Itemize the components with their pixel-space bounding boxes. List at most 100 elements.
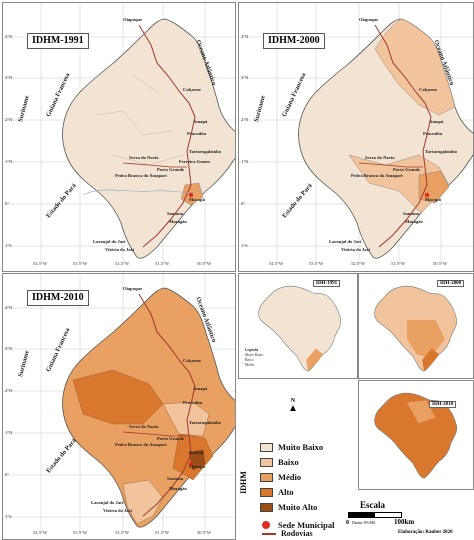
sede-dot-icon — [262, 521, 270, 529]
region-alto-west — [72, 369, 164, 425]
lat-tick-2n: 2°N — [241, 117, 249, 122]
lon-tick-50: 50.5°W — [197, 530, 212, 535]
lat-tick-2n: 2°N — [5, 117, 13, 122]
map-2010-svg — [3, 274, 235, 532]
city-serra-navio: Serra do Navio — [129, 424, 159, 429]
city-tartarugalzinho: Tartarugalzinho — [189, 420, 221, 425]
legend-item-muito-baixo: Muito Baixo — [260, 442, 323, 452]
city-macapa: Macapá — [189, 197, 205, 202]
city-oiapoque: Oiapoque — [123, 286, 143, 291]
lat-tick-3n: 3°N — [5, 346, 13, 351]
city-pracuuba: Pracuúba — [183, 400, 203, 405]
map-2000-svg — [239, 3, 473, 263]
lat-tick-4n: 4°N — [5, 34, 13, 39]
lon-tick-52: 52.5°W — [115, 261, 130, 266]
city-itaubal: Itaubal — [189, 450, 204, 455]
city-laranjal: Laranjal do Jari — [93, 239, 126, 244]
lat-tick-0: 0° — [5, 201, 10, 206]
amapa-state-shape — [61, 18, 235, 259]
lat-tick-2n: 2°N — [5, 388, 13, 393]
lat-tick-1n: 1°N — [241, 159, 249, 164]
map-legend: N ▲ IDHM Muito Baixo Baixo Médio Alto Mu… — [238, 380, 356, 520]
swatch-alto — [260, 487, 273, 497]
lat-tick-3n: 3°N — [5, 75, 13, 80]
river — [82, 189, 202, 196]
city-calcoene: Calçoene — [183, 87, 201, 92]
city-laranjal: Laranjal do Jari — [329, 239, 362, 244]
scale-bar — [348, 512, 402, 518]
highway-br210 — [122, 431, 187, 437]
sede-macapa-dot — [188, 461, 194, 467]
panel-title-1991: IDHM-1991 — [27, 33, 89, 49]
city-pedra-branca: Pedra Branca do Amapari — [115, 442, 167, 447]
lat-tick-4n: 4°N — [5, 305, 13, 310]
city-porto-grande: Porto Grande — [157, 167, 185, 172]
panel-title-2000: IDHM-2000 — [263, 33, 325, 49]
mini-title-2010: IDH-2010 — [429, 401, 457, 408]
lon-tick-53: 53.5°W — [73, 530, 88, 535]
road-line-icon — [262, 532, 276, 535]
lat-tick-1s: 1°S — [5, 514, 12, 519]
panel-title-2010: IDHM-2010 — [27, 290, 89, 306]
sede-macapa-dot — [424, 192, 430, 198]
city-porto-grande: Porto Grande — [157, 436, 185, 441]
city-vitoria: Vitória do Jari — [341, 247, 370, 252]
region-baixo-south — [122, 479, 164, 525]
highway-br156 — [138, 24, 196, 248]
brazil-shape — [258, 285, 342, 372]
municipal-borders — [96, 74, 184, 166]
lat-tick-1n: 1°N — [5, 159, 13, 164]
mini-title-1991: IDH-1991 — [313, 280, 341, 287]
lon-tick-53: 53.5°W — [309, 261, 324, 266]
lat-tick-4n: 4°N — [241, 34, 249, 39]
swatch-medio — [260, 472, 273, 482]
city-laranjal: Laranjal do Jari — [91, 500, 124, 505]
map-panel-2000: IDHM-2000 Suriname Guiana Francesa Ocean… — [238, 2, 474, 272]
city-mazagao: Mazagão — [169, 219, 187, 224]
mini-map-brazil-2010: IDH-2010 — [358, 380, 474, 490]
city-oiapoque: Oiapoque — [123, 17, 143, 22]
city-ferreira-gomes: Ferreira Gomes — [179, 159, 211, 164]
lon-tick-52: 52.5°W — [115, 530, 130, 535]
map-panel-2010: IDHM-2010 Suriname Guiana Francesa Ocean… — [2, 273, 236, 540]
lat-tick-1n: 1°N — [5, 430, 13, 435]
lat-tick-3n: 3°N — [241, 75, 249, 80]
city-serra-navio: Serra do Navio — [129, 155, 159, 160]
mini-map-brazil-1991: IDH-1991 Legenda Muito Baixo Baixo Médio — [238, 273, 358, 379]
brazil-south-alto — [422, 348, 440, 372]
scale-zero: 0 — [346, 520, 349, 526]
mini-title-2000: IDH-2000 — [437, 280, 465, 287]
legend-item-sede: Sede Municipal — [262, 520, 334, 530]
map-panel-1991: IDHM-1991 Suriname Guiana Francesa Ocean… — [2, 2, 236, 272]
lon-tick-51: 51.5°W — [155, 261, 170, 266]
city-pracuuba: Pracuúba — [423, 131, 443, 136]
city-vitoria: Vitória do Jari — [105, 247, 134, 252]
city-amapa: Amapá — [193, 386, 208, 391]
north-arrow-icon: N ▲ — [288, 398, 298, 414]
swatch-muito-alto — [260, 502, 273, 512]
city-serra-navio: Serra do Navio — [365, 155, 395, 160]
city-calcoene: Calçoene — [419, 87, 437, 92]
highway-br210 — [122, 162, 187, 168]
legend-item-alto: Alto — [260, 487, 294, 497]
lat-tick-1s: 1°S — [5, 243, 12, 248]
lon-tick-53: 53.5°W — [73, 261, 88, 266]
credit-text: Elaboração: Rauber 2020 — [398, 530, 453, 535]
lat-tick-0: 0° — [241, 201, 246, 206]
region-baixo-north — [374, 18, 456, 116]
city-pracuuba: Pracuúba — [187, 131, 207, 136]
brazil-north-medio — [407, 400, 436, 424]
lon-tick-51: 51.5°W — [155, 530, 170, 535]
brazil-south-medio — [306, 348, 324, 372]
city-porto-grande: Porto Grande — [393, 167, 421, 172]
highway-br156 — [374, 24, 432, 248]
lon-tick-54: 54.5°W — [269, 261, 284, 266]
mini-map-brazil-2000: IDH-2000 — [358, 273, 474, 379]
city-tartarugalzinho: Tartarugalzinho — [189, 149, 221, 154]
mini-legend-1991: Legenda Muito Baixo Baixo Médio — [245, 348, 264, 367]
city-santana: Santana — [167, 211, 184, 216]
scale-datum: Datum: WGS84 — [352, 521, 376, 525]
city-amapa: Amapá — [429, 119, 444, 124]
lon-tick-54: 54.5°W — [33, 530, 48, 535]
legend-axis-title: IDHM — [238, 471, 248, 494]
